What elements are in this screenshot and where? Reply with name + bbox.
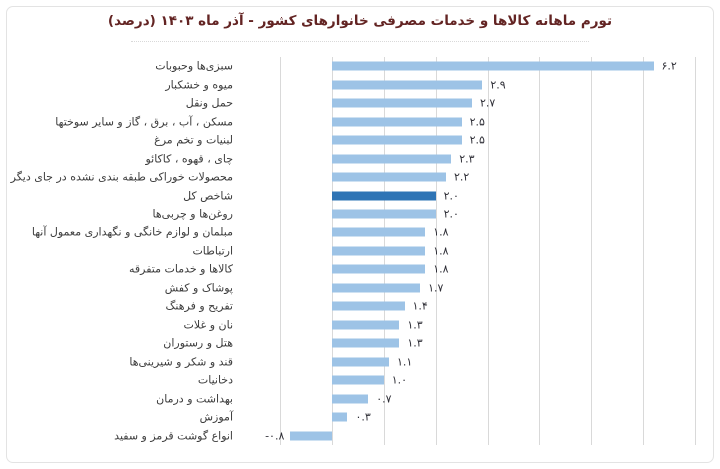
bar-row: بهداشت و درمان ۰.۷ (0, 389, 720, 407)
bar (331, 98, 472, 108)
bar-row: هتل و رستوران ۱.۳ (0, 334, 720, 352)
bar (331, 283, 421, 293)
bar (331, 357, 389, 367)
gridline (591, 57, 593, 445)
value-label: ۱.۰ (391, 373, 408, 387)
value-label: ۱.۴ (412, 299, 428, 313)
bar-row: لبنیات و تخم مرغ ۲.۵ (0, 131, 720, 149)
category-label: شاخص کل (183, 189, 233, 203)
value-label: ۲.۲ (454, 170, 470, 184)
rows: سبزی‌ها وحبوبات ۶.۲ میوه و خشکبار ۲.۹ حمل ون… (0, 57, 720, 445)
bar-row: ارتباطات ۱.۸ (0, 242, 720, 260)
gridline (280, 57, 281, 445)
value-label: ۲.۰ (443, 189, 459, 203)
gridline (435, 57, 437, 445)
value-label: ۱.۸ (433, 262, 449, 276)
bar-row: حمل ونقل ۲.۷ (0, 94, 720, 112)
category-label: مسکن ، آب ، برق ، گاز و سایر سوختها (55, 115, 233, 129)
bar-row: مسکن ، آب ، برق ، گاز و سایر سوختها ۲.۵ (0, 112, 720, 130)
bar (331, 61, 654, 71)
value-label: ۲.۹ (490, 78, 506, 92)
bar-row: روغن‌ها و چربی‌ها ۲.۰ (0, 205, 720, 223)
bar (331, 375, 384, 385)
category-label: ارتباطات (192, 244, 233, 258)
category-label: نان و غلات (183, 318, 233, 332)
bar (331, 394, 369, 404)
category-label: میوه و خشکبار (165, 78, 233, 92)
category-label: کالاها و خدمات متفرقه (129, 262, 233, 276)
bar-row: قند و شکر و شیرینی‌ها ۱.۱ (0, 353, 720, 371)
chart-title: تورم ماهانه کالاها و خدمات مصرفی خانواره… (107, 13, 613, 29)
value-label: ۱.۳ (407, 336, 423, 350)
bar (331, 320, 400, 330)
bar (331, 117, 462, 127)
category-label: هتل و رستوران (163, 336, 233, 350)
value-label: ۱.۸ (433, 225, 449, 239)
bar (331, 191, 436, 201)
bar-row: پوشاک و کفش ۱.۷ (0, 279, 720, 297)
gridline (539, 57, 541, 445)
category-label: مبلمان و لوازم خانگی و نگهداری معمول آنه… (31, 225, 233, 239)
value-label: ۶.۲ (661, 59, 677, 73)
category-label: سبزی‌ها وحبوبات (155, 59, 233, 73)
bar-row: دخانیات ۱.۰ (0, 371, 720, 389)
category-label: حمل ونقل (185, 96, 233, 110)
bar (331, 338, 400, 348)
category-label: بهداشت و درمان (156, 392, 233, 406)
plot-area: سبزی‌ها وحبوبات ۶.۲ میوه و خشکبار ۲.۹ حمل ون… (0, 57, 720, 445)
bar (331, 264, 426, 274)
value-label: ۲.۳ (459, 152, 475, 166)
bar-row: کالاها و خدمات متفرقه ۱.۸ (0, 260, 720, 278)
category-label: تفریح و فرهنگ (165, 299, 233, 313)
category-label: انواع گوشت قرمز و سفید (114, 429, 233, 443)
value-label: ۱.۸ (433, 244, 449, 258)
value-label: ۱.۷ (428, 281, 444, 295)
value-label: ۱.۱ (396, 355, 413, 369)
value-label: ۲.۷ (479, 96, 496, 110)
bar-row: نان و غلات ۱.۳ (0, 316, 720, 334)
title-underline (131, 41, 589, 42)
value-label: ۲.۰ (443, 207, 459, 221)
category-label: روغن‌ها و چربی‌ها (152, 207, 233, 221)
category-label: لبنیات و تخم مرغ (154, 133, 233, 147)
value-label: ۱.۳ (407, 318, 423, 332)
value-label: ۲.۵ (469, 133, 485, 147)
value-label: ۲.۵ (469, 115, 485, 129)
category-label: محصولات خوراکی طبقه بندی نشده در جای دیگ… (10, 170, 233, 184)
bar (290, 431, 332, 441)
bar-row: چای ، قهوه ، کاکائو ۲.۳ (0, 149, 720, 167)
bar-row: مبلمان و لوازم خانگی و نگهداری معمول آنه… (0, 223, 720, 241)
value-label: ۰.۷ (376, 392, 392, 406)
gridline (643, 57, 645, 445)
bar (331, 172, 446, 182)
gridline (695, 57, 696, 445)
bar (331, 301, 405, 311)
bar-row: آموزش ۰.۳ (0, 408, 720, 426)
bar-row: انواع گوشت قرمز و سفید -۰.۸ (0, 426, 720, 444)
bar-row: محصولات خوراکی طبقه بندی نشده در جای دیگ… (0, 168, 720, 186)
category-label: چای ، قهوه ، کاکائو (145, 152, 233, 166)
bar (331, 135, 462, 145)
gridline (487, 57, 489, 445)
bar (331, 154, 452, 164)
category-label: قند و شکر و شیرینی‌ها (129, 355, 233, 369)
bar-row: میوه و خشکبار ۲.۹ (0, 75, 720, 93)
category-label: پوشاک و کفش (164, 281, 233, 295)
bar (331, 227, 426, 237)
value-label: ۰.۳ (355, 410, 371, 424)
category-label: آموزش (199, 410, 233, 424)
bar (331, 80, 483, 90)
bar (331, 209, 436, 219)
bar-row: سبزی‌ها وحبوبات ۶.۲ (0, 57, 720, 75)
bar-row: شاخص کل ۲.۰ (0, 186, 720, 204)
bar-row: تفریح و فرهنگ ۱.۴ (0, 297, 720, 315)
bar (331, 246, 426, 256)
category-label: دخانیات (197, 373, 233, 387)
bar (331, 412, 348, 422)
value-label: -۰.۸ (265, 429, 285, 443)
